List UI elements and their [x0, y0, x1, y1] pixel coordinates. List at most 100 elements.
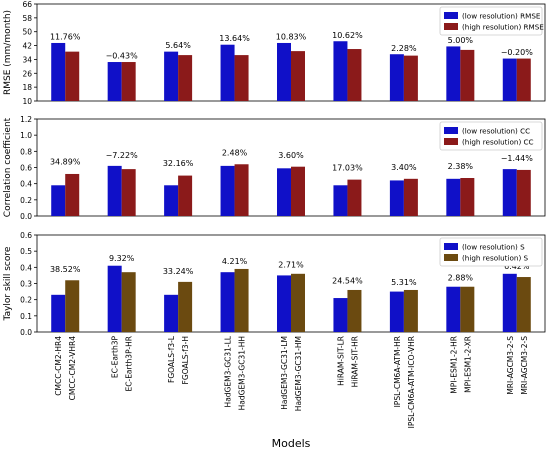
- y-tick-label: 0.5: [20, 247, 32, 256]
- bar-low-resolution: [446, 178, 461, 216]
- percent-change-label: 10.83%: [276, 33, 307, 42]
- bar-high-resolution: [516, 169, 531, 216]
- x-axis-label: Models: [272, 437, 311, 450]
- legend-swatch: [444, 127, 458, 134]
- percent-change-label: 5.31%: [391, 278, 417, 287]
- x-tick-labels: CMCC-CM2-HR4 CMCC-CM2-VHR4 EC-Earth3P EC-Ea…: [54, 335, 529, 428]
- bar-high-resolution: [347, 289, 362, 332]
- percent-change-label: 2.48%: [222, 148, 248, 157]
- bar-high-resolution: [516, 58, 531, 101]
- y-tick-label: 0.4: [20, 263, 32, 272]
- y-tick-label: 0.6: [20, 231, 32, 240]
- x-tick-label: HadGEM3-GC31-LM: [280, 336, 289, 410]
- x-tick-label: MRI-AGCM3-2-S: [506, 336, 515, 395]
- y-tick-label: 0.8: [20, 147, 32, 156]
- x-tick-label: MPI-ESM1-2-XR: [463, 336, 472, 393]
- percent-change-label: −0.20%: [501, 48, 534, 57]
- legend-entry: (high resolution) S: [462, 254, 529, 263]
- x-tick-label: HadGEM3-GC31-LL: [224, 335, 233, 407]
- bar-low-resolution: [51, 294, 66, 332]
- bar-high-resolution: [234, 164, 249, 216]
- legend-box: [439, 121, 543, 151]
- bar-high-resolution: [65, 51, 80, 101]
- y-tick-label: 58: [22, 14, 32, 23]
- y-tick-label: 1.0: [20, 131, 32, 140]
- y-tick-label: 0.2: [20, 196, 32, 205]
- y-tick-label: 0.1: [20, 312, 32, 321]
- percent-change-label: 3.60%: [278, 151, 304, 160]
- x-tick-label: HadGEM3-GC31-HM: [294, 336, 303, 411]
- chart-panels: 10 18 26 34 42 50 58 66 RMSE (mm/month) 11.76% −0.…: [3, 0, 546, 337]
- y-tick-label: 0.2: [20, 296, 32, 305]
- percent-change-label: 4.21%: [222, 257, 248, 266]
- percent-change-label: −0.43%: [106, 52, 139, 61]
- x-tick-label: HadGEM3-GC31-HH: [238, 336, 247, 410]
- bar-high-resolution: [291, 166, 305, 216]
- legend-entry: (low resolution) S: [462, 243, 525, 252]
- percent-change-label: 5.64%: [165, 41, 191, 50]
- legend-swatch: [444, 12, 458, 19]
- bar-high-resolution: [178, 175, 193, 216]
- y-axis-label: RMSE (mm/month): [3, 10, 13, 95]
- y-tick-label: 66: [22, 0, 32, 9]
- bar-high-resolution: [291, 51, 305, 101]
- percent-change-label: 2.71%: [278, 260, 304, 269]
- legend-swatch: [444, 23, 458, 30]
- y-tick-label: 0.3: [20, 280, 32, 289]
- legend-box: [439, 237, 543, 267]
- percent-change-label: 34.89%: [50, 157, 81, 166]
- legend-swatch: [444, 243, 458, 250]
- bar-low-resolution: [333, 298, 348, 332]
- bar-low-resolution: [446, 286, 461, 332]
- legend-swatch: [444, 254, 458, 261]
- x-tick-label: CMCC-CM2-HR4: [54, 336, 63, 396]
- bar-high-resolution: [516, 277, 531, 332]
- bar-high-resolution: [460, 178, 475, 216]
- y-tick-label: 26: [22, 69, 32, 78]
- bar-high-resolution: [403, 289, 418, 332]
- bar-high-resolution: [347, 49, 362, 101]
- percent-change-label: 38.52%: [50, 265, 81, 274]
- y-axis-label: Correlation coefficient: [3, 117, 13, 217]
- x-tick-label: FGOALS-f3-L: [167, 335, 176, 383]
- bar-high-resolution: [65, 280, 80, 332]
- bar-low-resolution: [220, 165, 235, 216]
- y-tick-label: 0.6: [20, 164, 32, 173]
- y-tick-label: 34: [22, 55, 32, 64]
- percent-change-label: 5.00%: [448, 36, 474, 45]
- legend-entry: (high resolution) RMSE: [462, 23, 544, 32]
- bar-high-resolution: [234, 268, 249, 332]
- y-tick-label: 0.0: [20, 328, 32, 337]
- bar-high-resolution: [121, 272, 136, 332]
- bar-low-resolution: [107, 62, 122, 101]
- bar-low-resolution: [389, 54, 404, 101]
- x-tick-label: EC-Earth3P-HR: [125, 336, 134, 391]
- x-tick-label: CMCC-CM2-VHR4: [68, 336, 77, 401]
- percent-change-label: 32.16%: [163, 159, 194, 168]
- bar-low-resolution: [164, 185, 179, 216]
- y-tick-label: 10: [22, 97, 32, 106]
- percent-change-label: −1.44%: [501, 154, 534, 163]
- y-tick-label: 0.4: [20, 180, 32, 189]
- bar-high-resolution: [65, 173, 80, 216]
- percent-change-label: 9.32%: [109, 254, 135, 263]
- bar-low-resolution: [164, 51, 179, 101]
- percent-change-label: 3.40%: [391, 163, 417, 172]
- bar-high-resolution: [460, 286, 475, 332]
- percent-change-label: 13.64%: [219, 34, 250, 43]
- bar-high-resolution: [178, 55, 193, 101]
- y-tick-label: 1.2: [20, 115, 32, 124]
- legend-entry: (low resolution) CC: [462, 127, 530, 136]
- percent-change-label: 33.24%: [163, 267, 194, 276]
- percent-change-label: 24.54%: [332, 277, 363, 286]
- legend-swatch: [444, 138, 458, 145]
- bar-low-resolution: [277, 168, 291, 216]
- bar-high-resolution: [121, 62, 136, 101]
- y-tick-label: 42: [22, 42, 32, 51]
- bar-low-resolution: [51, 185, 66, 216]
- bar-low-resolution: [502, 169, 517, 216]
- y-tick-label: 18: [22, 83, 32, 92]
- panel-1: 10 18 26 34 42 50 58 66 RMSE (mm/month) 11.76% −0.…: [3, 0, 546, 106]
- bar-low-resolution: [277, 42, 291, 101]
- bar-low-resolution: [333, 41, 348, 101]
